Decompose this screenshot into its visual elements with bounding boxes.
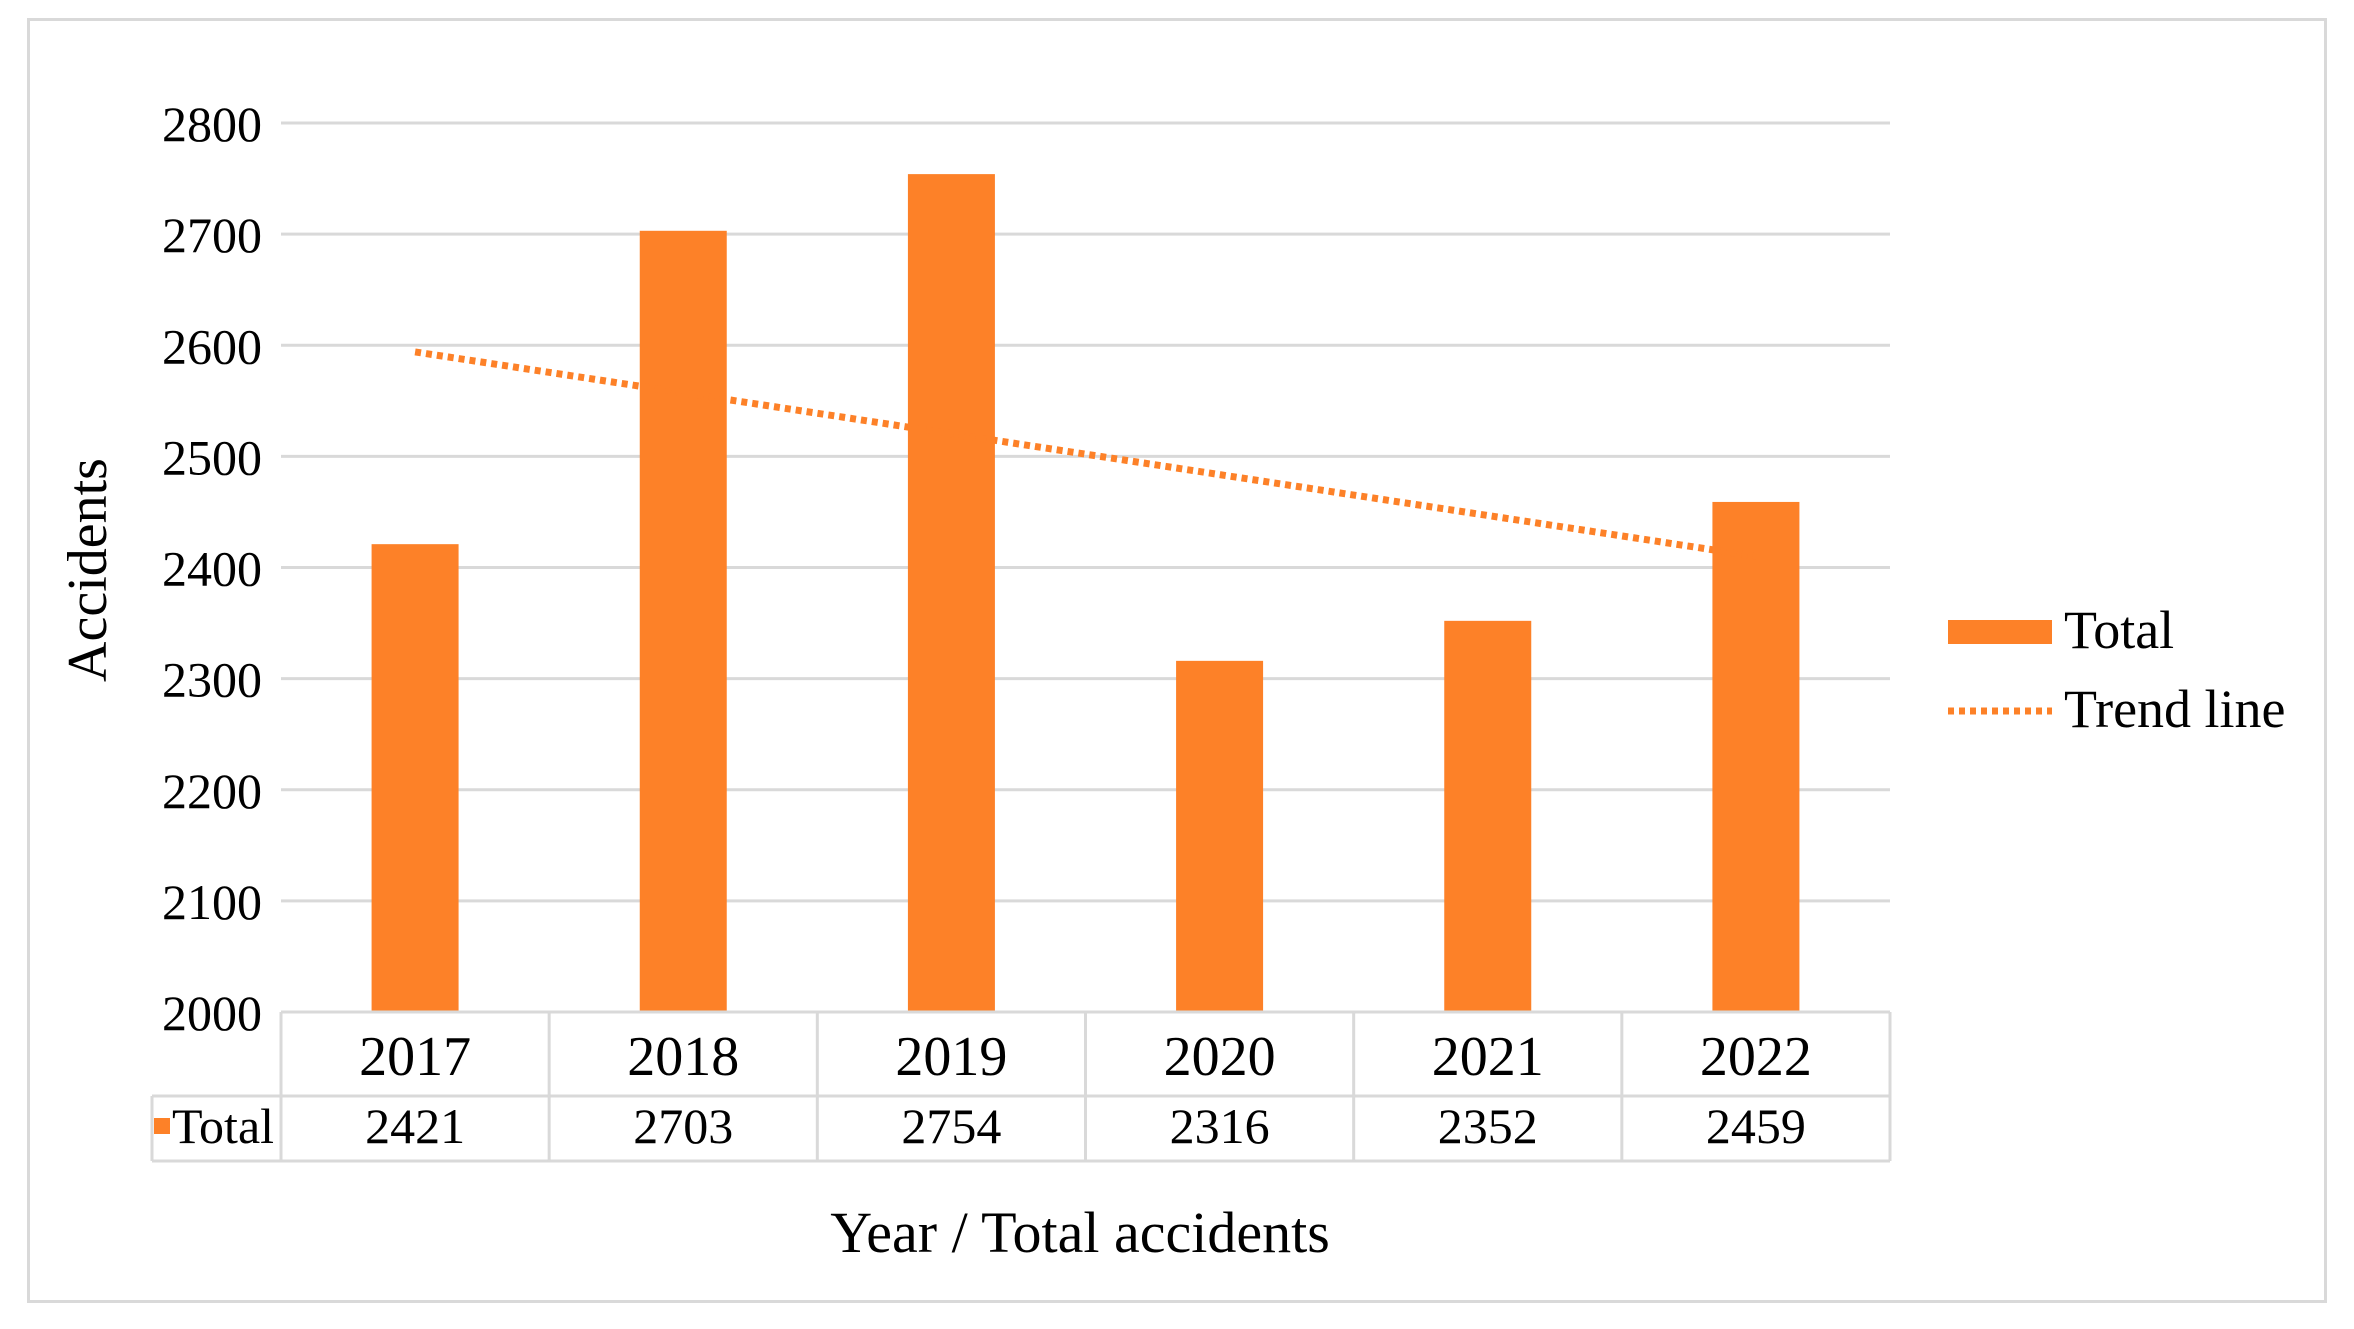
data-table-value: 2316	[1170, 1098, 1270, 1154]
gridlines	[281, 121, 1890, 903]
x-tick-label: 2021	[1432, 1026, 1544, 1088]
y-tick-label: 2600	[162, 318, 262, 374]
y-tick-label: 2100	[162, 874, 262, 930]
x-tick-label: 2019	[895, 1026, 1007, 1088]
data-table-row-label: Total	[172, 1098, 274, 1154]
bar	[371, 544, 459, 1012]
x-tick-label: 2018	[627, 1026, 739, 1088]
bar	[1444, 620, 1532, 1012]
trend-line-layer	[414, 348, 1757, 560]
data-table-value: 2459	[1706, 1098, 1806, 1154]
x-axis-label: Year / Total accidents	[830, 1200, 1330, 1265]
y-tick-label: 2500	[162, 429, 262, 485]
y-tick-label: 2700	[162, 207, 262, 263]
bar	[907, 174, 995, 1012]
y-axis-label: Accidents	[57, 458, 119, 682]
data-table-value: 2352	[1438, 1098, 1538, 1154]
bar	[639, 230, 727, 1012]
x-tick-label: 2020	[1164, 1026, 1276, 1088]
x-tick-label: 2017	[359, 1026, 471, 1088]
data-table: 2017 2421 2018 2703 2019 2754 2020 2316 2021 2352…	[150, 1010, 1892, 1163]
y-tick-label: 2300	[162, 652, 262, 708]
legend-trend-label: Trend line	[2064, 679, 2286, 739]
y-tick-label: 2200	[162, 763, 262, 819]
y-axis-ticks: 2000 2100 2200 2300 2400 2500 2600 2700 2800	[162, 96, 262, 1041]
bar	[1712, 501, 1800, 1012]
bar	[1176, 660, 1264, 1012]
data-table-value: 2703	[633, 1098, 733, 1154]
data-table-value: 2421	[365, 1098, 465, 1154]
bars	[371, 174, 1800, 1012]
trend-line	[414, 348, 1757, 560]
y-tick-label: 2400	[162, 541, 262, 597]
data-table-legend-key	[154, 1118, 170, 1134]
y-tick-label: 2800	[162, 96, 262, 152]
y-tick-label: 2000	[162, 985, 262, 1041]
legend-total-label: Total	[2064, 600, 2174, 660]
x-tick-label: 2022	[1700, 1026, 1812, 1088]
legend: Total Trend line	[1948, 600, 2286, 739]
legend-total-swatch	[1948, 620, 2052, 644]
data-table-value: 2754	[901, 1098, 1001, 1154]
